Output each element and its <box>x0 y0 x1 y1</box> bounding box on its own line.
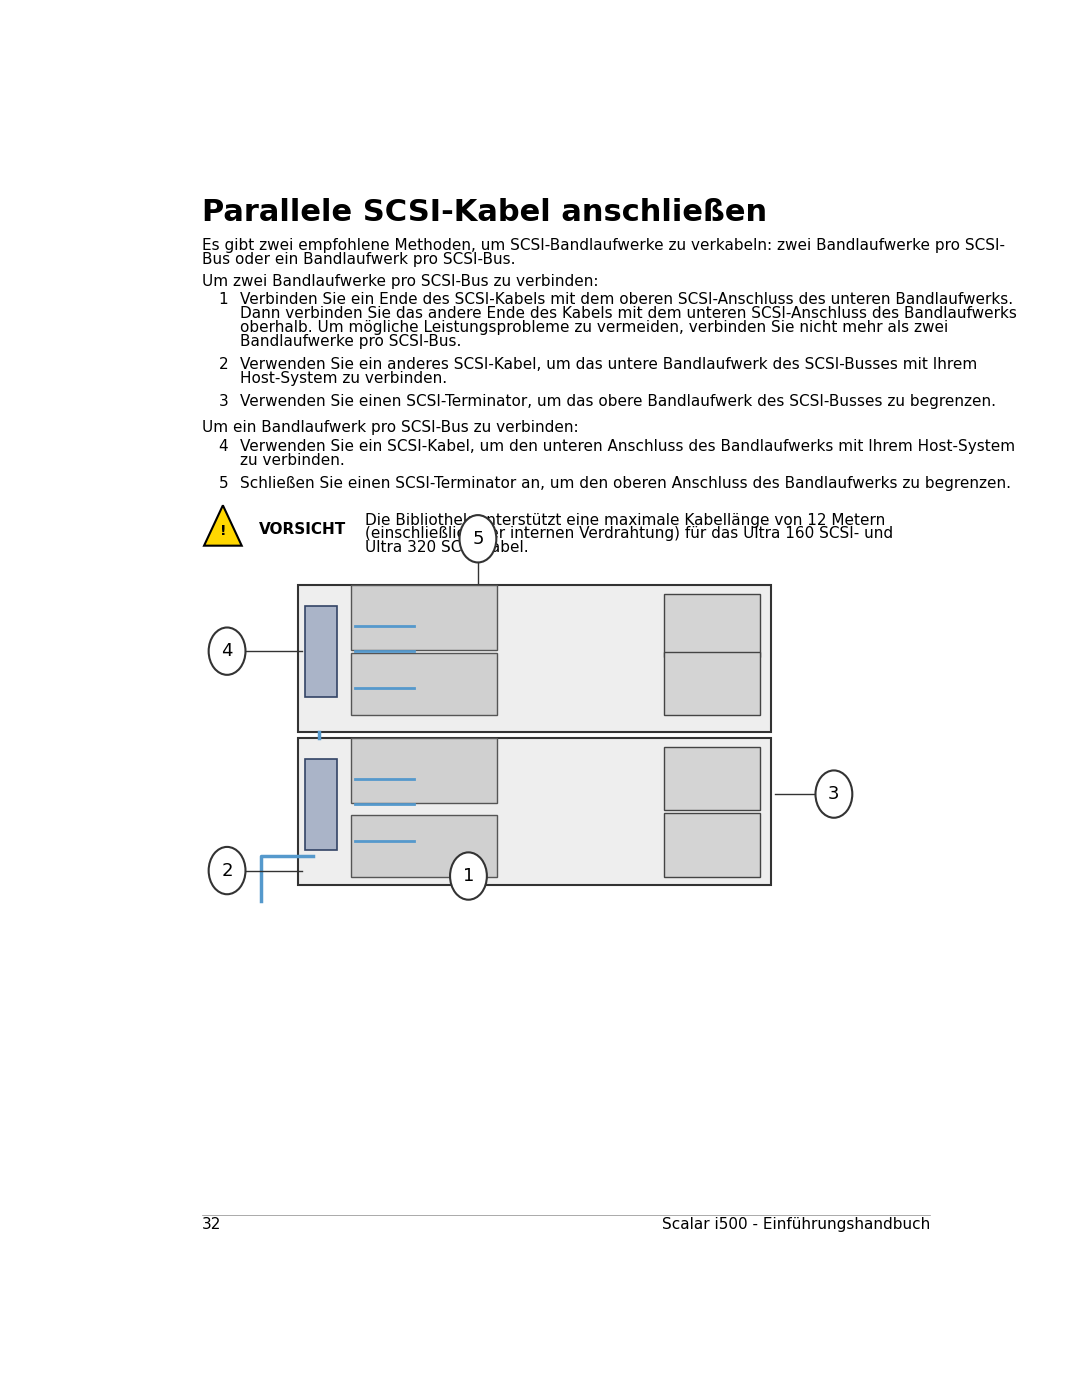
Circle shape <box>459 515 497 563</box>
FancyBboxPatch shape <box>351 739 498 803</box>
FancyBboxPatch shape <box>305 606 337 697</box>
Text: 4: 4 <box>218 439 228 454</box>
FancyBboxPatch shape <box>664 813 760 877</box>
FancyBboxPatch shape <box>351 814 498 877</box>
Text: Um zwei Bandlaufwerke pro SCSI-Bus zu verbinden:: Um zwei Bandlaufwerke pro SCSI-Bus zu ve… <box>202 274 598 289</box>
FancyBboxPatch shape <box>298 585 771 732</box>
Text: Host-System zu verbinden.: Host-System zu verbinden. <box>240 372 447 386</box>
Circle shape <box>208 847 245 894</box>
Circle shape <box>450 852 487 900</box>
Text: 5: 5 <box>472 529 484 548</box>
Text: Um ein Bandlaufwerk pro SCSI-Bus zu verbinden:: Um ein Bandlaufwerk pro SCSI-Bus zu verb… <box>202 420 579 436</box>
FancyBboxPatch shape <box>305 759 337 851</box>
Circle shape <box>815 770 852 817</box>
Text: Verwenden Sie einen SCSI-Terminator, um das obere Bandlaufwerk des SCSI-Busses z: Verwenden Sie einen SCSI-Terminator, um … <box>240 394 996 409</box>
Text: Dann verbinden Sie das andere Ende des Kabels mit dem unteren SCSI-Anschluss des: Dann verbinden Sie das andere Ende des K… <box>240 306 1016 321</box>
FancyBboxPatch shape <box>664 747 760 810</box>
FancyBboxPatch shape <box>664 594 760 657</box>
Text: Verwenden Sie ein SCSI-Kabel, um den unteren Anschluss des Bandlaufwerks mit Ihr: Verwenden Sie ein SCSI-Kabel, um den unt… <box>240 439 1015 454</box>
FancyBboxPatch shape <box>351 585 498 650</box>
FancyBboxPatch shape <box>298 738 771 886</box>
Text: Die Bibliothek unterstützt eine maximale Kabellänge von 12 Metern: Die Bibliothek unterstützt eine maximale… <box>365 513 886 528</box>
FancyBboxPatch shape <box>351 652 498 715</box>
Text: 4: 4 <box>221 643 233 661</box>
Text: !: ! <box>219 524 226 538</box>
Text: Bandlaufwerke pro SCSI-Bus.: Bandlaufwerke pro SCSI-Bus. <box>240 334 461 349</box>
Text: Parallele SCSI-Kabel anschließen: Parallele SCSI-Kabel anschließen <box>202 198 767 228</box>
Text: VORSICHT: VORSICHT <box>259 522 346 536</box>
Polygon shape <box>204 506 242 546</box>
Text: Es gibt zwei empfohlene Methoden, um SCSI-Bandlaufwerke zu verkabeln: zwei Bandl: Es gibt zwei empfohlene Methoden, um SCS… <box>202 239 1005 253</box>
Text: 3: 3 <box>828 785 839 803</box>
Text: 1: 1 <box>218 292 228 307</box>
Text: 2: 2 <box>218 358 228 372</box>
Text: Scalar i500 - Einführungshandbuch: Scalar i500 - Einführungshandbuch <box>662 1217 930 1232</box>
Text: Schließen Sie einen SCSI-Terminator an, um den oberen Anschluss des Bandlaufwerk: Schließen Sie einen SCSI-Terminator an, … <box>240 475 1011 490</box>
Circle shape <box>208 627 245 675</box>
Text: 32: 32 <box>202 1217 221 1232</box>
Text: Verbinden Sie ein Ende des SCSI-Kabels mit dem oberen SCSI-Anschluss des unteren: Verbinden Sie ein Ende des SCSI-Kabels m… <box>240 292 1013 307</box>
Text: (einschließlich der internen Verdrahtung) für das Ultra 160 SCSI- und: (einschließlich der internen Verdrahtung… <box>365 527 893 542</box>
FancyBboxPatch shape <box>664 651 760 715</box>
Text: 3: 3 <box>218 394 229 409</box>
Text: 5: 5 <box>218 475 228 490</box>
Text: 2: 2 <box>221 862 233 880</box>
Text: Verwenden Sie ein anderes SCSI-Kabel, um das untere Bandlaufwerk des SCSI-Busses: Verwenden Sie ein anderes SCSI-Kabel, um… <box>240 358 977 372</box>
Text: Ultra 320 SCSI-Kabel.: Ultra 320 SCSI-Kabel. <box>365 541 529 556</box>
Text: oberhalb. Um mögliche Leistungsprobleme zu vermeiden, verbinden Sie nicht mehr a: oberhalb. Um mögliche Leistungsprobleme … <box>240 320 948 335</box>
Text: zu verbinden.: zu verbinden. <box>240 453 345 468</box>
Text: Bus oder ein Bandlaufwerk pro SCSI-Bus.: Bus oder ein Bandlaufwerk pro SCSI-Bus. <box>202 253 515 267</box>
Text: 1: 1 <box>462 868 474 886</box>
